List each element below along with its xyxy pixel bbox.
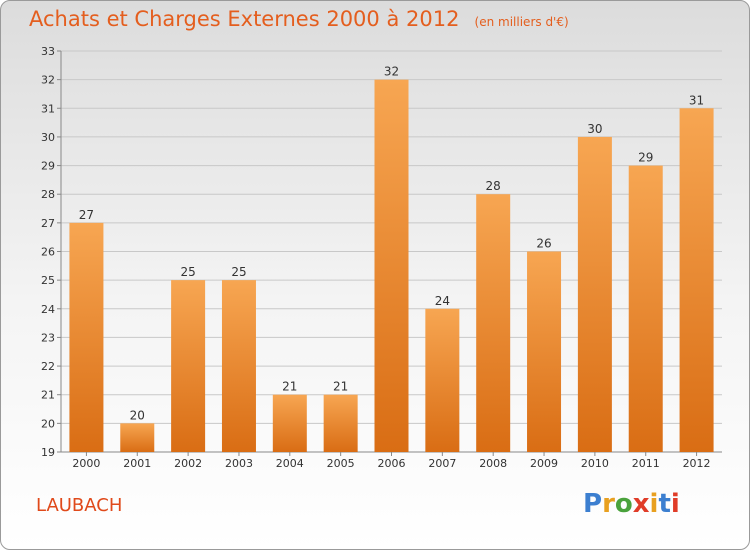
y-tick-label: 20 (41, 417, 55, 430)
bar (221, 280, 256, 452)
bars (69, 79, 714, 453)
data-label: 32 (384, 65, 399, 79)
chart-title-main: Achats et Charges Externes 2000 à 2012 (29, 7, 460, 31)
chart-title: Achats et Charges Externes 2000 à 2012 (… (29, 7, 569, 31)
y-tick-label: 24 (41, 303, 55, 316)
y-tick-label: 22 (41, 360, 55, 373)
x-tick-label: 2012 (683, 457, 711, 470)
y-tick-label: 30 (41, 131, 55, 144)
logo-letter: t (658, 489, 671, 519)
y-tick-label: 33 (41, 45, 55, 58)
bar (272, 394, 307, 452)
x-tick-label: 2003 (225, 457, 253, 470)
bar (69, 222, 104, 452)
y-tick-label: 28 (41, 188, 55, 201)
bar (171, 280, 206, 452)
bar (527, 251, 562, 452)
bar (374, 79, 409, 453)
bar (323, 394, 358, 452)
data-label: 28 (486, 179, 501, 193)
x-tick-label: 2010 (581, 457, 609, 470)
x-tick-label: 2002 (174, 457, 202, 470)
bar (628, 165, 663, 453)
x-tick-label: 2008 (479, 457, 507, 470)
data-label: 21 (282, 380, 297, 394)
x-tick-label: 2004 (276, 457, 304, 470)
y-tick-label: 27 (41, 217, 55, 230)
chart-title-unit: (en milliers d'€) (474, 15, 569, 29)
y-tick-label: 23 (41, 331, 55, 344)
data-label: 20 (130, 408, 145, 422)
data-label: 25 (180, 265, 195, 279)
logo-letter: P (583, 489, 603, 519)
bar (425, 308, 460, 452)
x-tick-label: 2006 (378, 457, 406, 470)
logo-letter: r (602, 489, 615, 519)
data-label: 29 (638, 151, 653, 165)
commune-name: LAUBACH (36, 495, 123, 516)
data-label: 26 (536, 237, 551, 251)
y-tick-label: 21 (41, 389, 55, 402)
bar (120, 423, 155, 452)
data-label: 31 (689, 93, 704, 107)
labels: 19 20 21 22 23 24 25 26 27 28 29 30 31 32 33 27 2000 20 20… (41, 45, 711, 470)
bar (577, 136, 612, 452)
logo-letter: i (649, 489, 659, 519)
logo-letter: x (632, 489, 650, 519)
y-tick-label: 31 (41, 102, 55, 115)
data-label: 27 (79, 208, 94, 222)
x-tick-label: 2001 (123, 457, 151, 470)
x-tick-label: 2000 (72, 457, 100, 470)
data-label: 21 (333, 380, 348, 394)
data-label: 25 (231, 265, 246, 279)
data-label: 30 (587, 122, 602, 136)
data-label: 24 (435, 294, 450, 308)
bar (679, 108, 714, 453)
y-tick-label: 19 (41, 446, 55, 459)
x-tick-label: 2007 (428, 457, 456, 470)
bar (476, 194, 511, 452)
logo-letter: i (670, 489, 680, 519)
logo-letter: o (614, 489, 633, 519)
x-tick-label: 2009 (530, 457, 558, 470)
x-tick-label: 2011 (632, 457, 660, 470)
y-tick-label: 26 (41, 246, 55, 259)
y-tick-label: 25 (41, 274, 55, 287)
x-tick-label: 2005 (327, 457, 355, 470)
proxiti-logo: Proxiti (583, 489, 680, 519)
y-tick-label: 29 (41, 160, 55, 173)
y-tick-label: 32 (41, 74, 55, 87)
